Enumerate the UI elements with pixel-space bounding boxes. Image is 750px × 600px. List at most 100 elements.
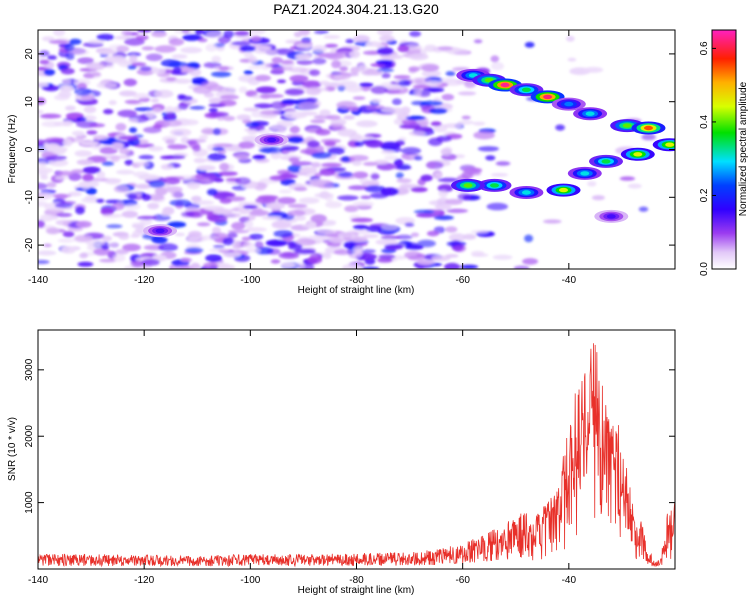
spectrogram-cell xyxy=(294,248,316,255)
snr-x-ticks: -140 -120 -100 -80 -60 -40 xyxy=(28,330,576,586)
spectrogram-cell xyxy=(212,128,221,136)
spectrogram-cell xyxy=(76,220,92,228)
spectrogram-cell xyxy=(214,65,234,71)
spectrogram-cell xyxy=(471,230,489,234)
spectrogram-cell xyxy=(269,125,289,130)
spectrogram-cell xyxy=(247,129,258,135)
spectrogram-cell xyxy=(239,45,256,52)
spectrogram-structures xyxy=(143,68,675,238)
spectrogram-cell xyxy=(146,109,155,118)
spectrogram-x-tick-label: -100 xyxy=(240,275,260,286)
spectrogram-cell xyxy=(45,137,65,143)
spectrogram-cell xyxy=(203,262,219,269)
spectrogram-cell xyxy=(111,142,124,150)
spectrogram-cell xyxy=(430,121,442,127)
spectrogram-cell xyxy=(325,201,343,209)
spectrogram-cell xyxy=(68,48,90,56)
snr-x-tick-label: -80 xyxy=(349,575,364,586)
spectrogram-cell xyxy=(443,123,462,129)
spectrogram-x-tick-label: -120 xyxy=(134,275,154,286)
spectrogram-cell xyxy=(471,250,485,257)
spectrogram-cell xyxy=(344,205,358,212)
spectrogram-cell xyxy=(270,69,285,75)
spectrogram-cell xyxy=(421,64,440,72)
spectrogram-cell xyxy=(227,232,238,239)
spectrogram-cell xyxy=(245,220,254,229)
spectrogram-cell xyxy=(361,266,380,269)
spectrogram-cell xyxy=(208,111,229,118)
spectrogram-cell xyxy=(472,121,486,126)
spectrogram-structure-blob xyxy=(622,123,632,128)
spectrogram-y-ticks: -20 -10 0 10 20 xyxy=(24,48,675,252)
spectrogram-cell xyxy=(187,138,207,143)
spectrogram-cell xyxy=(473,39,483,44)
spectrogram-cell xyxy=(148,146,164,152)
spectrogram-cell xyxy=(57,238,75,243)
spectrogram-cell xyxy=(51,193,72,198)
spectrogram-cell xyxy=(81,183,91,190)
spectrogram-cell xyxy=(567,57,577,62)
spectrogram-cell xyxy=(486,202,508,211)
spectrogram-cell xyxy=(124,99,141,104)
spectrogram-cell xyxy=(270,259,281,264)
spectrogram-cell xyxy=(249,209,270,217)
spectrogram-cell xyxy=(250,30,267,34)
spectrogram-cell xyxy=(330,118,347,126)
spectrogram-cell xyxy=(379,35,395,42)
spectrogram-cell xyxy=(319,168,336,176)
spectrogram-cell xyxy=(86,130,98,135)
spectrogram-cell xyxy=(127,193,138,200)
spectrogram-cell xyxy=(194,30,204,35)
spectrogram-cell xyxy=(47,146,68,153)
spectrogram-cell xyxy=(277,197,296,205)
spectrogram-structure-blob xyxy=(580,171,590,176)
spectrogram-cell xyxy=(129,127,137,133)
spectrogram-cell xyxy=(95,198,105,203)
spectrogram-cell xyxy=(98,49,117,55)
spectrogram-cell xyxy=(360,195,372,200)
spectrogram-cell xyxy=(39,50,50,57)
spectrogram-cell xyxy=(213,178,224,183)
snr-x-tick-label: -100 xyxy=(240,575,260,586)
spectrogram-cell xyxy=(352,96,366,100)
spectrogram-cell xyxy=(245,227,267,232)
spectrogram-cell xyxy=(323,35,341,39)
spectrogram-y-label: Frequency (Hz) xyxy=(7,115,18,184)
spectrogram-cell xyxy=(211,55,221,64)
spectrogram-cell xyxy=(395,172,404,179)
spectrogram-cell xyxy=(118,135,139,141)
spectrogram-cell xyxy=(245,121,260,128)
spectrogram-cell xyxy=(353,135,374,141)
spectrogram-cell xyxy=(127,118,138,123)
spectrogram-cell xyxy=(187,182,201,190)
colorbar-label: Normalized spectral amplitude xyxy=(738,81,749,216)
spectrogram-cell xyxy=(116,155,131,159)
spectrogram-cell xyxy=(305,97,318,103)
spectrogram-cell xyxy=(334,50,355,58)
spectrogram-cell xyxy=(495,161,511,166)
spectrogram-cell xyxy=(152,107,163,114)
spectrogram-cell xyxy=(83,106,97,114)
spectrogram-cell xyxy=(337,171,354,178)
spectrogram-cell xyxy=(81,173,94,182)
spectrogram-cell xyxy=(154,187,168,196)
spectrogram-cell xyxy=(441,93,455,101)
spectrogram-cell xyxy=(490,55,500,63)
spectrogram-cell xyxy=(236,114,251,121)
spectrogram-structure-blob xyxy=(633,152,643,157)
spectrogram-cell xyxy=(160,164,174,170)
spectrogram-cell xyxy=(281,60,294,65)
spectrogram-cell xyxy=(412,84,431,89)
spectrogram-structure-blob xyxy=(665,142,675,147)
spectrogram-cell xyxy=(123,203,141,210)
spectrogram-cell xyxy=(87,62,105,71)
spectrogram-cell xyxy=(213,245,225,249)
spectrogram-structure-blob xyxy=(564,101,574,107)
snr-x-tick-label: -60 xyxy=(455,575,470,586)
spectrogram-x-label: Height of straight line (km) xyxy=(298,285,415,296)
spectrogram-cell xyxy=(249,233,264,240)
spectrogram-y-tick-label: 0 xyxy=(24,146,35,152)
spectrogram-cell xyxy=(96,33,115,41)
spectrogram-cell xyxy=(116,45,130,53)
